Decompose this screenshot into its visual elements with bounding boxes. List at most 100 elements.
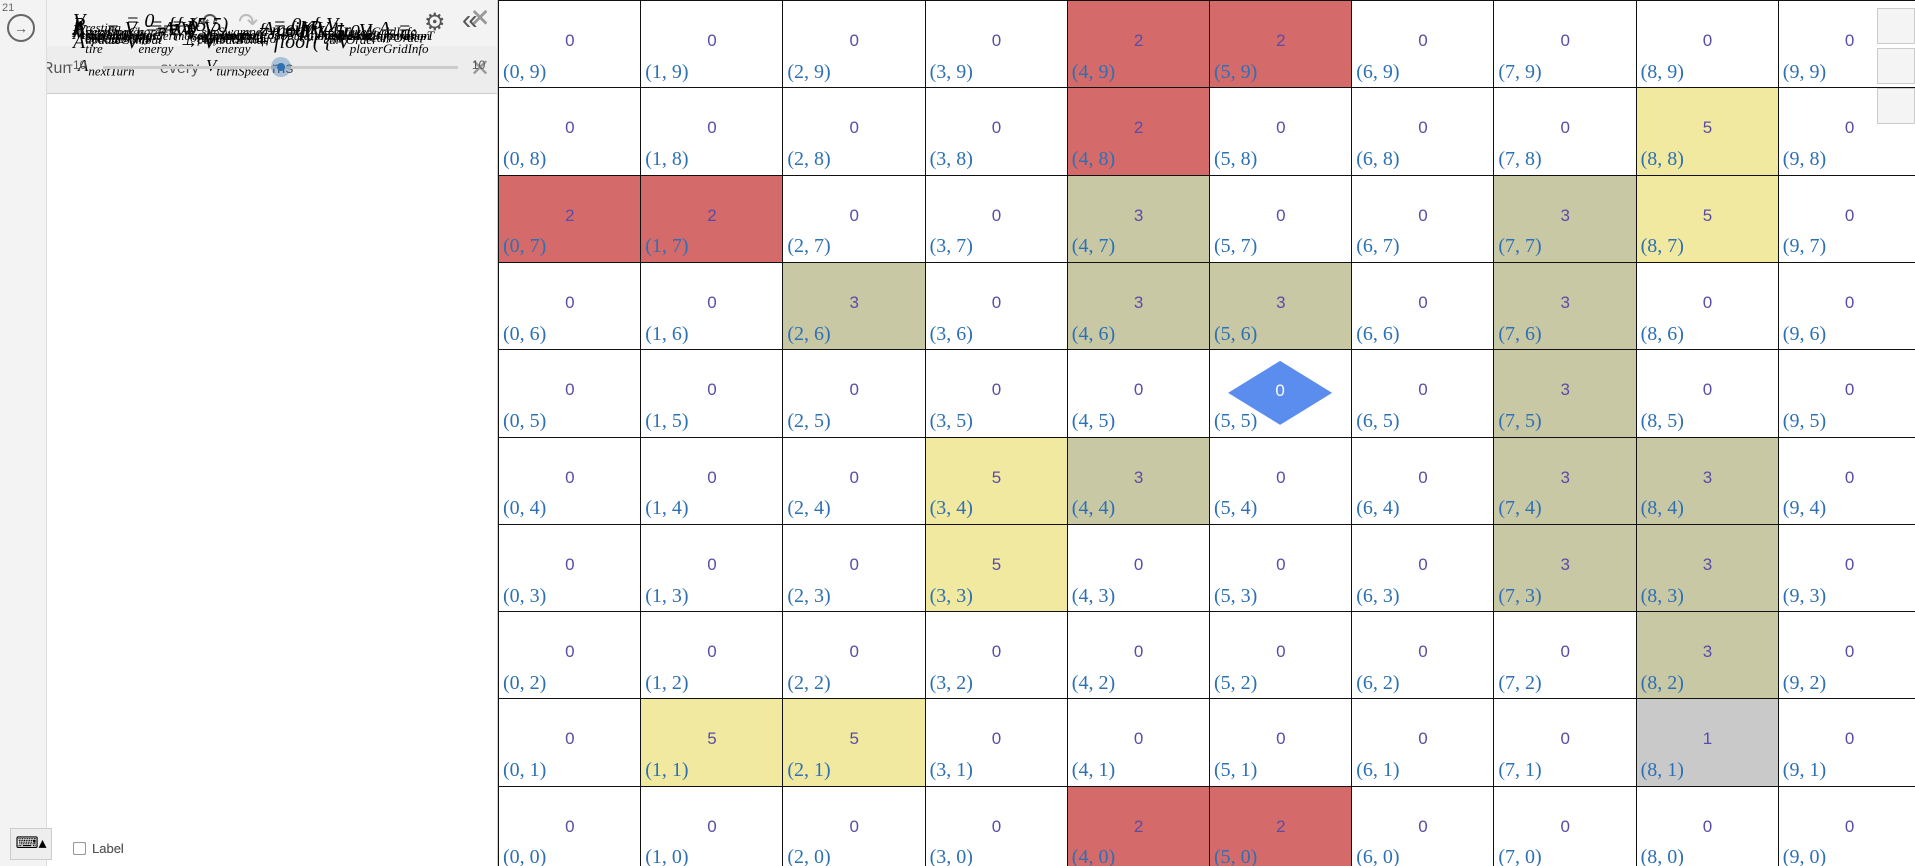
math-text: = V: [101, 18, 137, 40]
cell-label: (6, 5): [1356, 409, 1400, 432]
undo-button[interactable]: ↶: [198, 9, 219, 36]
cell-value: 0: [1276, 642, 1286, 662]
label-checkbox[interactable]: Label: [73, 841, 124, 856]
slider-handle[interactable]: [270, 57, 291, 77]
math-text: = P: [162, 16, 199, 39]
cell-value: 5: [1702, 118, 1713, 138]
expression[interactable]: Vresting = 0: [73, 10, 154, 36]
math-text: V: [73, 10, 86, 32]
expression[interactable]: Atire = Venergy → Venergy + floor( { Vpl…: [73, 31, 429, 57]
grid-cell: 2 (0, 7): [498, 174, 642, 264]
cell-label: (1, 0): [645, 846, 689, 866]
math-subscript: checkFortify: [85, 30, 151, 45]
grid-cell: 0 (3, 0): [924, 785, 1069, 866]
cell-label: (4, 3): [1071, 584, 1116, 607]
expression[interactable]: AcheckFortify = Vfortified → { mod( udlr…: [73, 20, 425, 46]
cell-value: 0: [1702, 380, 1713, 400]
expression[interactable]: AmoveSurvivors = PsurvivorCoords → Pnext…: [73, 17, 381, 43]
grid-cell: 0 (3, 2): [924, 611, 1069, 700]
grid-cell: 0 (3, 8): [924, 87, 1069, 177]
cell-label: (8, 3): [1640, 584, 1684, 607]
cell-label: (0, 2): [503, 671, 547, 694]
grid-cell: 0 (0, 5): [498, 349, 642, 438]
delete-button[interactable]: ✕: [470, 5, 491, 32]
cell-label: (1, 6): [645, 322, 689, 345]
row-icon[interactable]: →: [7, 14, 35, 42]
cell-label: (4, 0): [1071, 846, 1116, 866]
graph-settings-button[interactable]: [1877, 8, 1915, 44]
grid-cell: 0 (2, 9): [782, 0, 927, 89]
delete-button[interactable]: ✕: [470, 5, 491, 32]
cell-label: (5, 5): [1214, 409, 1258, 432]
grid-cell: 0 (2, 2): [782, 611, 927, 700]
delete-button[interactable]: ✕: [470, 5, 491, 32]
delete-button[interactable]: ✕: [470, 5, 491, 32]
close-button[interactable]: ✕: [470, 55, 491, 82]
checkbox-label: Label: [92, 841, 124, 856]
cell-value: 0: [565, 467, 575, 487]
grid-cell: 0 (6, 3): [1351, 523, 1495, 613]
math-text: A: [73, 18, 86, 40]
grid-cell: 0 (7, 2): [1493, 611, 1638, 700]
cell-value: 0: [707, 816, 717, 836]
cell-label: (7, 1): [1498, 759, 1542, 782]
expression[interactable]: Aeat = Vhunger → Vhunger − ceil( Veffect…: [73, 18, 430, 44]
keyboard-button[interactable]: ⌨▴: [10, 828, 52, 860]
delete-button[interactable]: ✕: [470, 5, 491, 32]
cell-value: 0: [1844, 642, 1855, 662]
expression[interactable]: VactionDrain = { VplayerGridInfo = 5: −5…: [73, 21, 373, 47]
cell-value: 5: [991, 554, 1002, 574]
collapse-button[interactable]: «: [462, 4, 478, 35]
cell-label: (0, 6): [503, 322, 547, 345]
cell-value: 3: [1560, 467, 1570, 487]
math-text: =: [392, 18, 412, 40]
expression[interactable]: PsurvivorCoords = (5,5): [73, 14, 228, 40]
expression[interactable]: AupdateCombat = VcombatBonus → { VcurrOr…: [73, 22, 417, 48]
projector-button[interactable]: [1877, 88, 1915, 124]
math-subscript: playerGridInfo: [197, 31, 277, 46]
redo-button[interactable]: ↷: [238, 9, 259, 36]
delete-button[interactable]: ✕: [470, 5, 491, 32]
cell-label: (5, 1): [1214, 759, 1258, 782]
cell-value: 2: [1133, 31, 1144, 50]
graph-paper: 0 (0, 9) 0 (1, 9) 0 (2, 9) 0 (3, 9) 2 (4, 9) 2 (5, …: [498, 0, 1915, 866]
expression-row: 17→AcheckFortify = Vfortified → { mod( u…: [0, 0, 497, 866]
cell-value: 0: [1418, 205, 1428, 225]
math-text: A: [73, 21, 86, 44]
cell-value: 0: [1844, 467, 1855, 487]
cell-label: (5, 7): [1214, 235, 1258, 258]
math-text: V: [73, 21, 86, 43]
zoom-button[interactable]: [1877, 48, 1915, 84]
grid-cell: 3 (4, 4): [1066, 436, 1211, 526]
cell-value: 0: [565, 380, 575, 400]
expression[interactable]: AswampThings = VsurSwamped → { VplayerGr…: [73, 18, 411, 44]
delete-button[interactable]: ✕: [470, 5, 491, 32]
grid-cell: 0 (9, 4): [1777, 436, 1915, 526]
grid-cell: 0 (5, 2): [1209, 611, 1353, 700]
grid-cell: 0 (1, 5): [640, 349, 784, 438]
cell-label: (6, 7): [1356, 235, 1400, 258]
cell-label: (7, 7): [1498, 235, 1542, 258]
cell-label: (3, 0): [929, 846, 973, 866]
grid-cell: 3 (7, 7): [1493, 174, 1638, 264]
math-subscript: effectivePopulation: [328, 28, 431, 43]
delete-button[interactable]: ✕: [470, 5, 491, 32]
grid-cell: 3 (7, 6): [1493, 261, 1638, 351]
expression[interactable]: ArunOrders = AmoveSurvivors, Apopulation…: [73, 18, 434, 44]
checkbox: [73, 842, 86, 855]
delete-button[interactable]: ✕: [470, 5, 491, 32]
settings-button[interactable]: ⚙: [424, 9, 446, 36]
cell-value: 0: [991, 205, 1002, 225]
cell-label: (5, 3): [1214, 584, 1258, 607]
delete-button[interactable]: ✕: [470, 5, 491, 32]
cell-label: (9, 4): [1782, 497, 1827, 520]
cell-value: 0: [849, 205, 859, 225]
cell-value: 2: [707, 205, 717, 225]
cell-label: (3, 5): [929, 409, 973, 432]
expression[interactable]: PnextCoords = {{ VsurSwamped = 0: { Vpla…: [73, 14, 417, 40]
math-subscript: tire: [85, 41, 103, 56]
cell-label: (4, 8): [1071, 148, 1116, 171]
cell-label: (2, 7): [787, 235, 831, 258]
delete-button[interactable]: ✕: [470, 5, 491, 32]
